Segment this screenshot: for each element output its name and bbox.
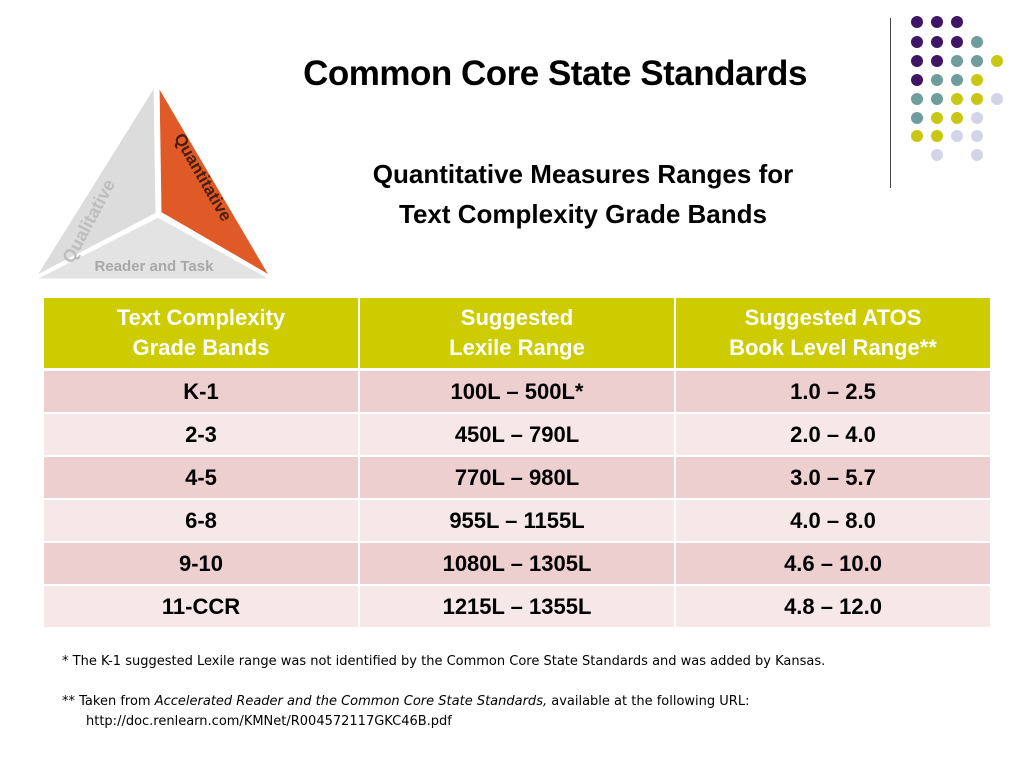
dot-row-4: [911, 74, 983, 86]
cell-atos-range: 1.0 – 2.5: [674, 369, 992, 414]
dot: [931, 93, 943, 105]
header-atos-range: Suggested ATOS Book Level Range**: [674, 298, 992, 371]
footnote-url: http://doc.renlearn.com/KMNet/R004572117…: [86, 714, 452, 729]
grade-bands-table: Text Complexity Grade Bands Suggested Le…: [42, 298, 992, 629]
table-header-row: Text Complexity Grade Bands Suggested Le…: [42, 298, 992, 371]
footnote-kansas: * The K-1 suggested Lexile range was not…: [62, 654, 826, 669]
dot: [951, 93, 963, 105]
dot-row-8: [931, 149, 983, 161]
dot-row-2: [911, 36, 983, 48]
cell-grade-band: 4-5: [42, 456, 360, 500]
text-complexity-triangle-logo: Qualitative Quantitative Reader and Task: [29, 82, 277, 283]
cell-atos-range: 4.8 – 12.0: [674, 585, 992, 629]
dot: [911, 74, 923, 86]
table-row: 6-8 955L – 1155L 4.0 – 8.0: [42, 499, 992, 543]
dot: [951, 36, 963, 48]
dot-row-1: [911, 16, 963, 28]
subtitle-line-1: Quantitative Measures Ranges for: [372, 159, 794, 189]
dot: [911, 112, 923, 124]
dot: [911, 130, 923, 142]
cell-grade-band: 2-3: [42, 413, 360, 457]
cell-atos-range: 3.0 – 5.7: [674, 456, 992, 500]
header-grade-bands: Text Complexity Grade Bands: [42, 298, 360, 371]
cell-grade-band: 6-8: [42, 499, 360, 543]
triangle-qualitative-segment: [29, 82, 159, 282]
header-lexile-range: Suggested Lexile Range: [358, 298, 676, 371]
table-row: 4-5 770L – 980L 3.0 – 5.7: [42, 456, 992, 500]
dot: [911, 93, 923, 105]
dot: [971, 149, 983, 161]
dot: [931, 130, 943, 142]
header-line: Suggested: [460, 305, 574, 330]
cell-lexile-range: 100L – 500L*: [358, 369, 676, 414]
triangle-quantitative-segment: [156, 82, 277, 283]
triangle-label-reader-and-task: Reader and Task: [95, 258, 215, 275]
dot-row-6: [911, 112, 983, 124]
cell-lexile-range: 1215L – 1355L: [358, 585, 676, 629]
decorative-dot-grid: [911, 16, 1003, 161]
dot: [931, 16, 943, 28]
footnote-source-prefix: ** Taken from: [62, 694, 155, 709]
dot: [911, 55, 923, 67]
dot: [931, 36, 943, 48]
dot: [971, 55, 983, 67]
dot: [951, 74, 963, 86]
footnote-source: ** Taken from Accelerated Reader and the…: [62, 692, 962, 712]
cell-lexile-range: 955L – 1155L: [358, 499, 676, 543]
dot: [991, 93, 1003, 105]
dot-row-7: [911, 130, 983, 142]
cell-lexile-range: 770L – 980L: [358, 456, 676, 500]
cell-lexile-range: 450L – 790L: [358, 413, 676, 457]
header-line: Text Complexity: [116, 305, 286, 330]
cell-atos-range: 4.6 – 10.0: [674, 542, 992, 586]
decorative-divider-line: [890, 18, 891, 188]
dot-row-3: [911, 55, 1003, 67]
header-line: Lexile Range: [449, 335, 585, 360]
table-row: 11-CCR 1215L – 1355L 4.8 – 12.0: [42, 585, 992, 629]
dot: [991, 55, 1003, 67]
cell-atos-range: 4.0 – 8.0: [674, 499, 992, 543]
header-line: Book Level Range**: [729, 335, 937, 360]
footnote-source-title: Accelerated Reader and the Common Core S…: [154, 694, 548, 709]
footnotes: * The K-1 suggested Lexile range was not…: [62, 652, 962, 732]
triangle-reader-task-segment: [31, 214, 275, 282]
dot: [931, 74, 943, 86]
dot: [971, 74, 983, 86]
cell-grade-band: 9-10: [42, 542, 360, 586]
cell-grade-band: 11-CCR: [42, 585, 360, 629]
dot: [951, 55, 963, 67]
dot-row-5: [911, 93, 1003, 105]
dot: [911, 36, 923, 48]
dot: [931, 112, 943, 124]
subtitle-line-2: Text Complexity Grade Bands: [399, 199, 767, 229]
header-line: Grade Bands: [132, 335, 270, 360]
dot: [951, 130, 963, 142]
dot: [931, 55, 943, 67]
dot: [931, 149, 943, 161]
header-line: Suggested ATOS: [744, 305, 922, 330]
table-row: 9-10 1080L – 1305L 4.6 – 10.0: [42, 542, 992, 586]
dot: [951, 112, 963, 124]
dot: [971, 130, 983, 142]
cell-grade-band: K-1: [42, 369, 360, 414]
table-row: 2-3 450L – 790L 2.0 – 4.0: [42, 413, 992, 457]
cell-atos-range: 2.0 – 4.0: [674, 413, 992, 457]
dot: [951, 16, 963, 28]
table-row: K-1 100L – 500L* 1.0 – 2.5: [42, 369, 992, 414]
dot: [911, 16, 923, 28]
slide-subtitle: Quantitative Measures Ranges for Text Co…: [318, 154, 848, 234]
cell-lexile-range: 1080L – 1305L: [358, 542, 676, 586]
slide-title: Common Core State Standards: [303, 54, 807, 93]
dot: [971, 36, 983, 48]
dot: [971, 112, 983, 124]
dot: [971, 93, 983, 105]
footnote-source-suffix: available at the following URL:: [547, 694, 750, 709]
